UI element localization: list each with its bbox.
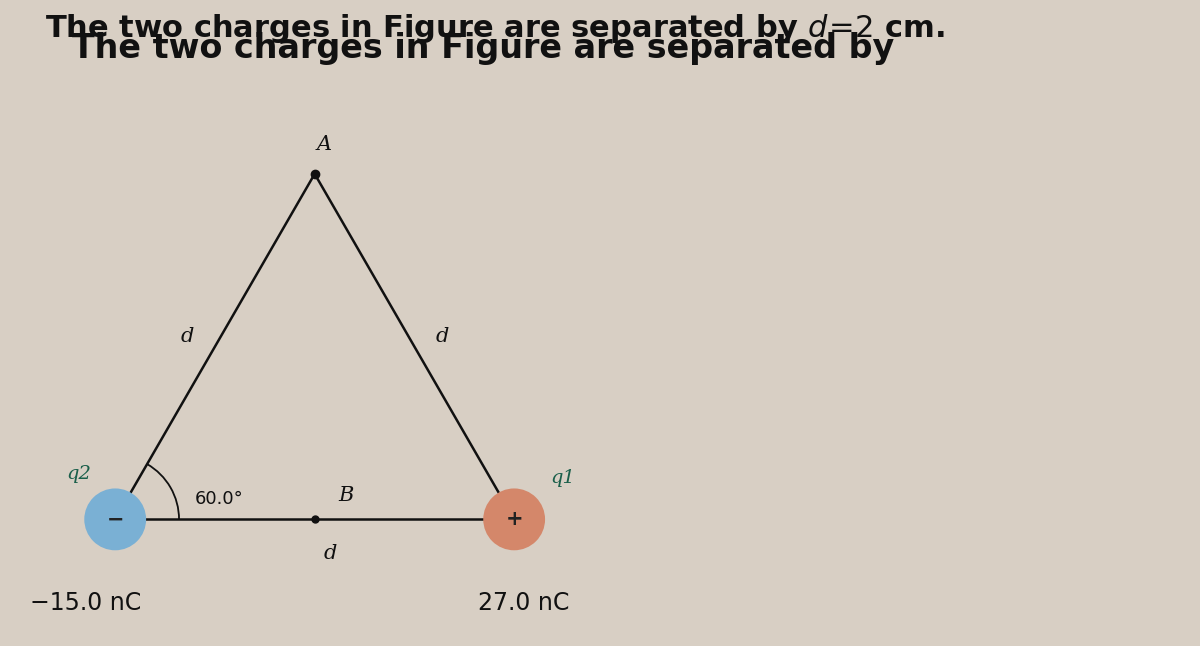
Circle shape [484,488,545,550]
Text: −15.0 nC: −15.0 nC [30,591,140,615]
Circle shape [84,488,146,550]
Text: 60.0°: 60.0° [194,490,244,508]
Text: The two charges in Figure are separated by: The two charges in Figure are separated … [72,32,906,65]
Text: d: d [436,327,449,346]
Text: B: B [338,486,354,505]
Text: +: + [505,510,523,529]
Text: q2: q2 [66,466,91,483]
Text: d: d [180,327,193,346]
Text: −: − [107,510,124,529]
Text: q1: q1 [550,470,575,488]
Text: A: A [317,135,332,154]
Text: d: d [324,544,337,563]
Text: The two charges in Figure are separated by $d\!=\!2$ cm.: The two charges in Figure are separated … [46,12,946,45]
Text: 27.0 nC: 27.0 nC [479,591,570,615]
